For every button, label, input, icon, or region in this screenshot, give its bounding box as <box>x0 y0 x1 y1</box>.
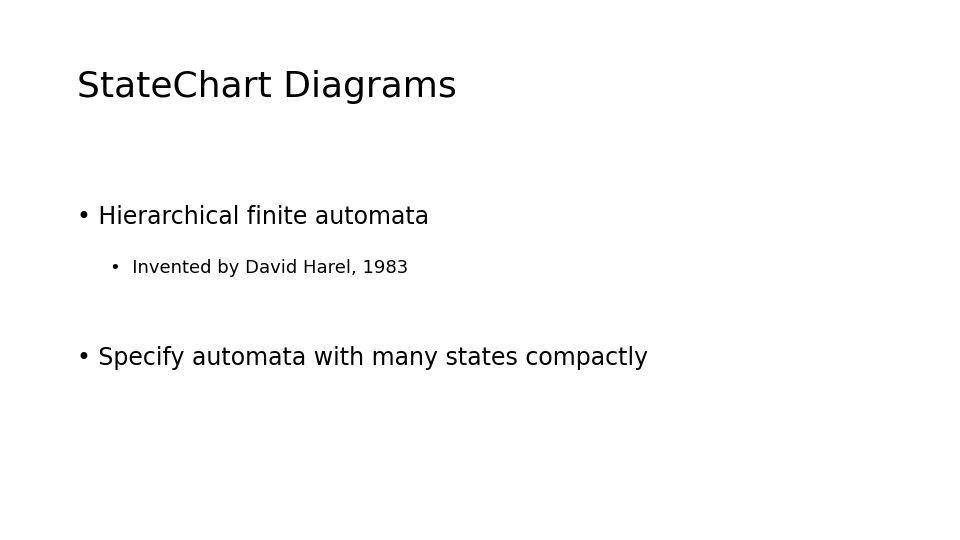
Text: StateChart Diagrams: StateChart Diagrams <box>77 70 457 104</box>
Text: • Specify automata with many states compactly: • Specify automata with many states comp… <box>77 346 648 369</box>
Text: •  Invented by David Harel, 1983: • Invented by David Harel, 1983 <box>110 259 409 277</box>
Text: • Hierarchical finite automata: • Hierarchical finite automata <box>77 205 429 229</box>
